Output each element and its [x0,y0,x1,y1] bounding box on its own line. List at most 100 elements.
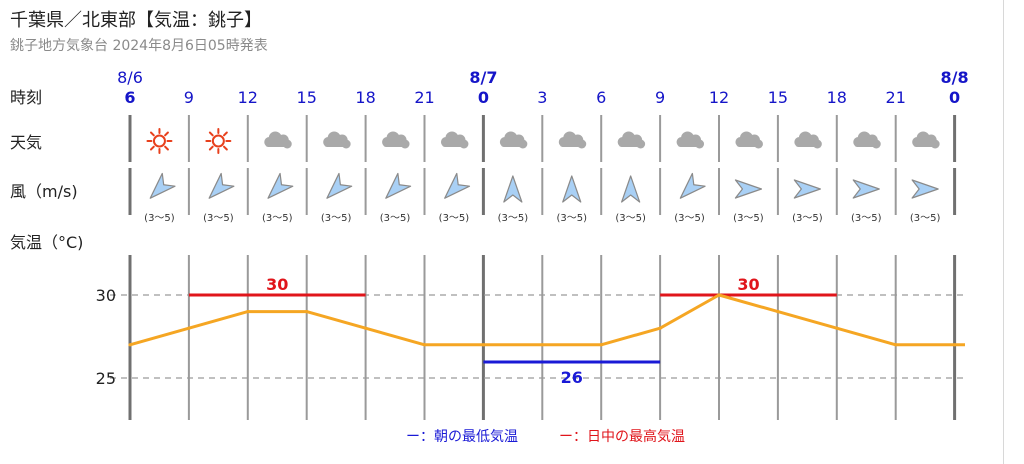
min-temperature-label: 26 [561,368,583,387]
temperature-point [835,326,839,330]
temperature-point [658,326,662,330]
wind-speed-label: (3～5) [792,213,823,224]
time-tick-label: 12 [709,88,729,107]
arrow-shape [385,172,412,199]
time-tick-label: 9 [184,88,194,107]
page-title: 千葉県／北東部【気温：銚子】 [10,10,262,31]
time-tick-label: 21 [414,88,434,107]
temperature-point [776,310,780,314]
sun-ray [223,131,228,137]
sun-disc [211,134,225,148]
max-temperature-label: 30 [266,275,288,294]
temperature-row-label: 気温（°C) [10,233,83,252]
temperature-point [187,326,191,330]
cloud-puff [753,139,763,149]
wind-arrow-icon [621,175,641,203]
arrow-shape [562,175,582,203]
time-tick-label: 15 [297,88,317,107]
cloud-base [324,141,348,147]
sun-ray [149,145,155,151]
arrow-shape [444,172,471,199]
cloud-icon [676,131,705,149]
wind-speed-label: (3～5) [262,213,293,224]
cloud-base [736,141,760,147]
cloud-base [913,141,937,147]
legend-max-temperature: ー：日中の最高気温 [559,428,685,445]
temperature-forecast-chart: 時刻 天気 風（m/s) 気温（°C) 8/6 8/7 8/8 6 9 12 15 18 21 0… [10,68,969,445]
legend-min-temperature: ー：朝の最低気温 [406,429,518,445]
wind-row-label: 風（m/s) [10,182,78,201]
temperature-plot: 25 30 30 26 30 [96,275,965,388]
sun-ray [208,131,214,137]
wind-speed-label: (3～5) [615,213,646,224]
arrow-shape [326,172,353,199]
cloud-icon [323,131,351,149]
cloud-base [383,141,407,147]
time-tick-label: 0 [949,88,960,107]
temperature-point [305,310,309,314]
temperature-point [599,343,603,347]
wind-speed-label: (3～5) [733,213,764,224]
wind-arrow-icon [267,172,294,199]
cloud-base [677,141,701,147]
wind-speed-label: (3～5) [910,213,941,224]
temperature-point [128,343,132,347]
wind-arrow-icon [734,179,763,199]
wind-arrow-icon [326,172,353,199]
grid-lines [128,115,957,420]
wind-arrow-icon [679,172,706,199]
time-tick-label: 15 [768,88,788,107]
wind-speed-label: (3～5) [498,213,529,224]
wind-speed-label: (3～5) [556,213,587,224]
cloud-icon [382,131,410,149]
time-tick-label: 18 [827,88,847,107]
cloud-base [795,141,819,147]
issued-by-subtitle: 銚子地方気象台 2024年8月6日05時発表 [10,38,268,54]
weather-row-label: 天気 [10,133,42,152]
cloud-puff [871,139,881,149]
temperature-line [129,293,965,347]
cloud-puff [282,139,292,149]
arrow-shape [208,172,235,199]
cloud-icon [853,131,881,149]
temperature-point [422,343,427,347]
sun-ray [208,145,214,151]
arrow-shape [734,179,763,199]
temperature-point [953,343,957,347]
wind-arrow-icon [385,172,412,199]
temperature-point [246,310,250,314]
wind-arrow-icon [911,179,939,199]
weather-row [146,128,940,154]
cloud-base [559,141,583,147]
cloud-icon [264,131,292,149]
date-label: 8/7 [469,68,497,87]
wind-arrow-icon [852,179,880,199]
time-tick-label: 6 [596,88,606,107]
cloud-icon [794,131,822,149]
sun-icon [205,128,232,154]
cloud-base [618,141,642,147]
wind-arrow-icon [562,175,582,203]
cloud-puff [459,139,469,149]
cloud-icon [558,131,587,149]
temperature-point [481,343,485,347]
wind-arrow-icon [444,172,471,199]
cloud-puff [400,139,410,149]
wind-arrow-icon [793,179,821,199]
time-tick-label: 3 [537,88,547,107]
arrow-shape [793,179,821,199]
cloud-base [854,141,878,147]
arrow-shape [503,175,523,203]
time-tick-label: 0 [478,88,489,107]
time-axis: 8/6 8/7 8/8 6 9 12 15 18 21 0 3 6 9 12 15 18 21 0 [117,68,969,107]
wind-arrow-icon [149,172,176,199]
wind-arrow-icon [503,175,523,203]
time-row-label: 時刻 [10,88,42,107]
wind-speed-label: (3～5) [380,213,411,224]
arrow-shape [267,172,294,199]
arrow-shape [621,175,641,203]
wind-speed-label: (3～5) [144,213,175,224]
wind-speed-label: (3～5) [439,213,470,224]
wind-speed-label: (3～5) [203,213,234,224]
